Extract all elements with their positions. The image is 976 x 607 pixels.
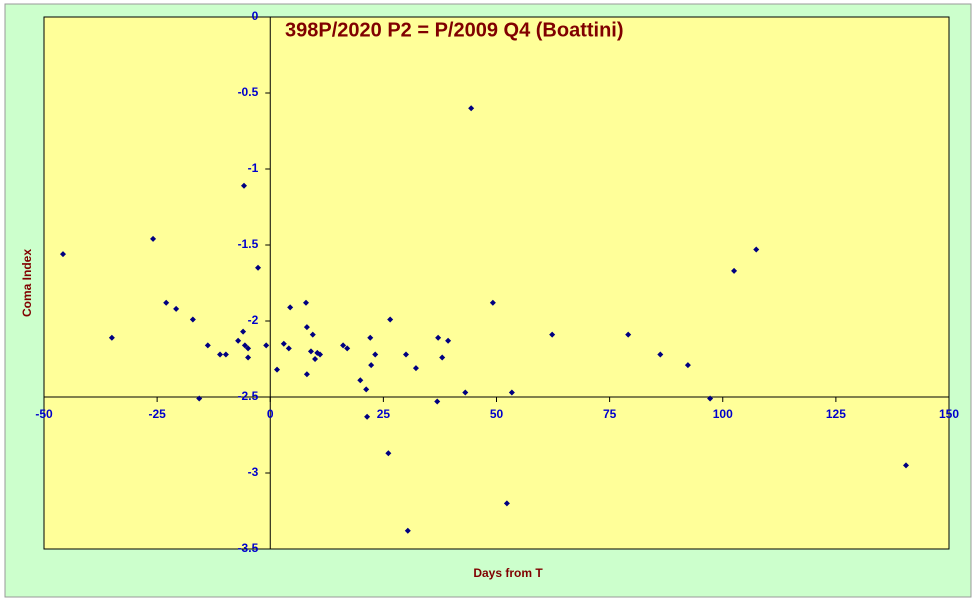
y-tick-label: -3 — [248, 465, 259, 479]
data-point — [241, 182, 248, 189]
x-tick-label: 50 — [490, 407, 504, 421]
data-point — [245, 345, 252, 352]
data-point — [508, 389, 515, 396]
data-point — [357, 377, 364, 384]
data-point — [344, 345, 351, 352]
data-point — [204, 342, 211, 349]
data-point — [317, 351, 324, 358]
y-tick-label: -2 — [248, 313, 259, 327]
data-point — [903, 462, 910, 469]
data-point — [403, 351, 409, 358]
data-point — [222, 351, 229, 358]
data-point — [434, 398, 441, 405]
data-point — [439, 354, 446, 361]
data-point — [364, 413, 371, 420]
x-axis-label: Days from T — [473, 566, 543, 580]
data-point — [287, 304, 294, 311]
data-point — [163, 299, 170, 306]
data-point — [445, 337, 452, 344]
data-point — [309, 331, 316, 338]
data-point — [753, 246, 760, 253]
data-point — [489, 299, 496, 306]
data-point — [731, 267, 738, 274]
data-point — [657, 351, 664, 358]
data-point — [196, 395, 203, 402]
data-point — [245, 354, 252, 361]
data-point — [684, 362, 691, 369]
x-tick-label: 25 — [377, 407, 391, 421]
data-point — [340, 342, 347, 349]
x-tick-label: 0 — [267, 407, 274, 421]
data-point — [241, 342, 248, 349]
chart-title: 398P/2020 P2 = P/2009 Q4 (Boattini) — [285, 19, 624, 41]
data-point — [312, 356, 319, 362]
x-tick-label: 75 — [603, 407, 617, 421]
data-point — [367, 334, 374, 341]
data-point — [707, 395, 714, 402]
y-tick-label: -1 — [248, 161, 259, 175]
data-point — [625, 331, 632, 338]
y-tick-label: -2.5 — [238, 389, 259, 403]
data-point — [173, 305, 180, 312]
x-tick-label: 100 — [713, 407, 733, 421]
data-point — [503, 500, 510, 507]
x-tick-label: 150 — [939, 407, 959, 421]
y-axis-label: Coma Index — [20, 249, 34, 317]
plot-area — [43, 16, 950, 550]
data-point — [387, 316, 394, 323]
data-point — [217, 351, 224, 358]
y-tick-label: -0.5 — [238, 85, 259, 99]
data-point — [303, 371, 310, 378]
data-point — [307, 348, 314, 355]
data-point — [412, 365, 419, 372]
x-tick-label: -50 — [35, 407, 53, 421]
data-point — [462, 389, 469, 396]
data-point — [280, 340, 287, 347]
data-point — [372, 351, 379, 358]
data-point — [368, 362, 375, 369]
data-point — [468, 105, 475, 112]
data-point — [303, 324, 310, 331]
data-point — [404, 527, 411, 534]
y-tick-label: -1.5 — [238, 237, 259, 251]
data-point — [150, 235, 157, 242]
data-point — [108, 334, 115, 341]
data-point — [363, 386, 370, 393]
data-point — [240, 328, 247, 335]
data-point — [549, 331, 556, 338]
data-point — [255, 264, 262, 271]
data-point — [60, 251, 67, 258]
data-point — [189, 316, 196, 323]
y-tick-label: -3.5 — [238, 541, 259, 555]
data-point — [435, 334, 442, 341]
x-tick-label: 125 — [826, 407, 846, 421]
data-point — [263, 342, 270, 349]
x-tick-label: -25 — [148, 407, 166, 421]
data-point — [235, 337, 242, 344]
y-tick-label: 0 — [252, 9, 259, 23]
data-point — [274, 366, 281, 373]
data-point — [285, 345, 292, 352]
data-point — [302, 299, 309, 306]
data-point — [385, 450, 392, 457]
